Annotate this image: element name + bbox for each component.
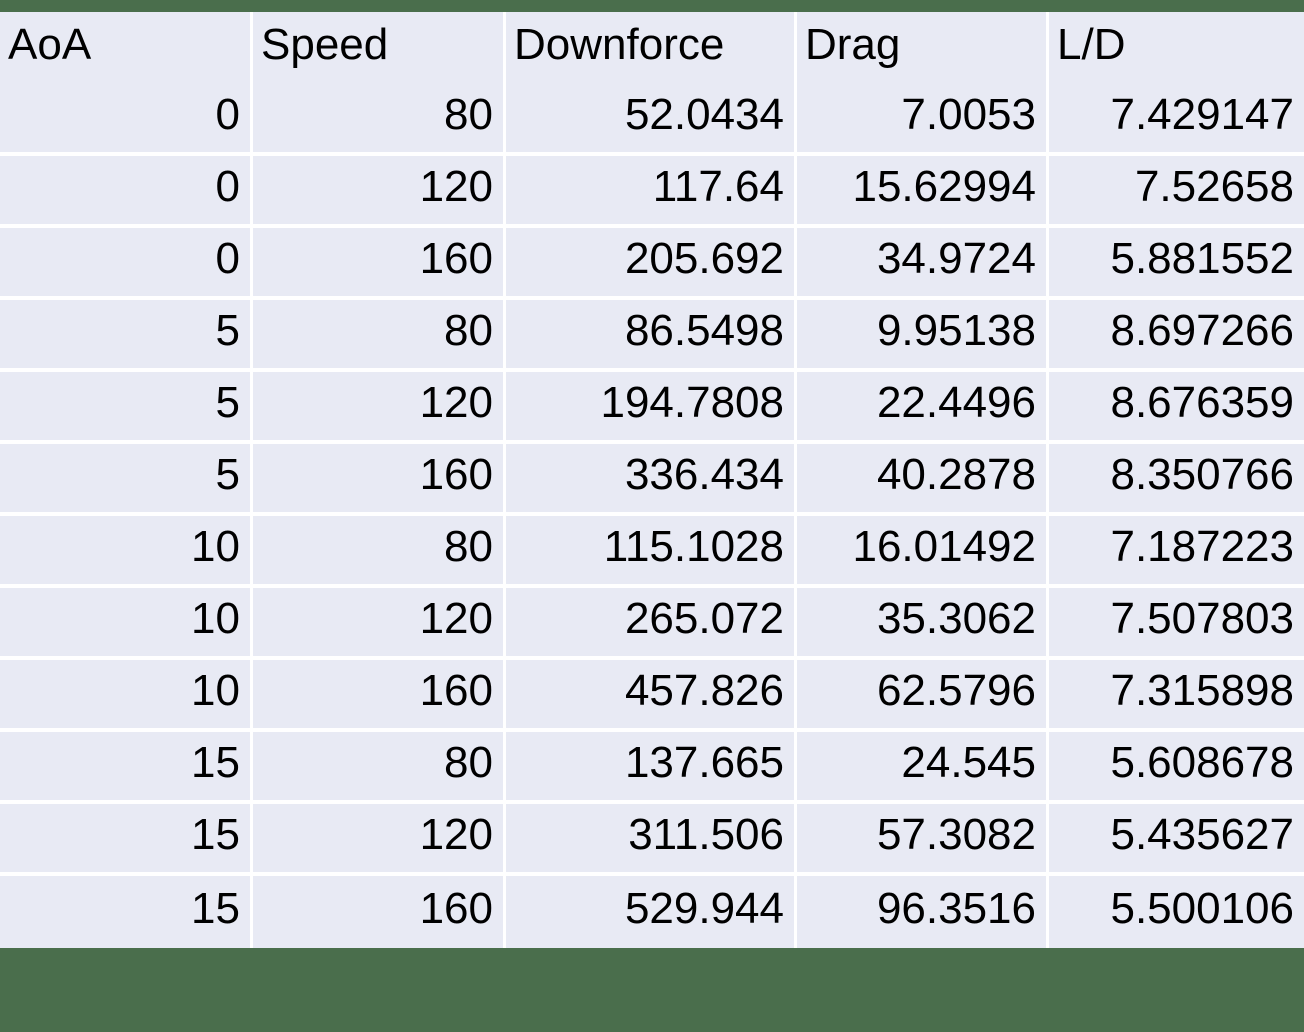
table-row: 0 160 205.692 34.9724 5.881552 <box>0 228 1304 300</box>
top-accent-band <box>0 0 1304 12</box>
cell-ld[interactable]: 7.52658 <box>1049 156 1304 228</box>
cell-speed[interactable]: 160 <box>253 228 506 300</box>
table-row: 0 80 52.0434 7.0053 7.429147 <box>0 84 1304 156</box>
cell-downforce[interactable]: 86.5498 <box>506 300 797 372</box>
cell-aoa[interactable]: 5 <box>0 444 253 516</box>
cell-downforce[interactable]: 265.072 <box>506 588 797 660</box>
cell-aoa[interactable]: 15 <box>0 732 253 804</box>
bottom-accent-band <box>0 996 1304 1032</box>
column-header-speed[interactable]: Speed <box>253 12 506 84</box>
cell-speed[interactable]: 160 <box>253 660 506 732</box>
cell-ld[interactable]: 5.881552 <box>1049 228 1304 300</box>
cell-speed[interactable]: 120 <box>253 372 506 444</box>
cell-ld[interactable]: 8.697266 <box>1049 300 1304 372</box>
cell-drag[interactable]: 24.545 <box>797 732 1049 804</box>
cell-drag[interactable]: 57.3082 <box>797 804 1049 876</box>
cell-ld[interactable]: 8.350766 <box>1049 444 1304 516</box>
cell-aoa[interactable]: 5 <box>0 300 253 372</box>
cell-ld[interactable]: 5.500106 <box>1049 876 1304 948</box>
column-header-drag[interactable]: Drag <box>797 12 1049 84</box>
cell-downforce[interactable]: 52.0434 <box>506 84 797 156</box>
cell-speed[interactable]: 80 <box>253 84 506 156</box>
cell-ld[interactable]: 7.315898 <box>1049 660 1304 732</box>
cell-ld[interactable]: 7.429147 <box>1049 84 1304 156</box>
cell-aoa[interactable]: 10 <box>0 588 253 660</box>
cell-drag[interactable]: 62.5796 <box>797 660 1049 732</box>
cell-aoa[interactable]: 10 <box>0 660 253 732</box>
table-row: 5 120 194.7808 22.4496 8.676359 <box>0 372 1304 444</box>
cell-ld[interactable]: 7.187223 <box>1049 516 1304 588</box>
cell-downforce[interactable]: 205.692 <box>506 228 797 300</box>
cell-speed[interactable]: 80 <box>253 300 506 372</box>
table-row: 10 160 457.826 62.5796 7.315898 <box>0 660 1304 732</box>
cell-speed[interactable]: 120 <box>253 588 506 660</box>
column-header-ld[interactable]: L/D <box>1049 12 1304 84</box>
cell-downforce[interactable]: 336.434 <box>506 444 797 516</box>
cell-downforce[interactable]: 115.1028 <box>506 516 797 588</box>
table-header: AoA Speed Downforce Drag L/D <box>0 12 1304 84</box>
cell-drag[interactable]: 9.95138 <box>797 300 1049 372</box>
cell-aoa[interactable]: 0 <box>0 84 253 156</box>
table-row: 5 80 86.5498 9.95138 8.697266 <box>0 300 1304 372</box>
table-body: 0 80 52.0434 7.0053 7.429147 0 120 117.64 15.629… <box>0 84 1304 948</box>
cell-aoa[interactable]: 0 <box>0 156 253 228</box>
cell-drag[interactable]: 15.62994 <box>797 156 1049 228</box>
aero-results-table: AoA Speed Downforce Drag L/D 0 80 52.0434 7… <box>0 12 1304 948</box>
cell-aoa[interactable]: 5 <box>0 372 253 444</box>
cell-drag[interactable]: 96.3516 <box>797 876 1049 948</box>
cell-downforce[interactable]: 311.506 <box>506 804 797 876</box>
cell-drag[interactable]: 40.2878 <box>797 444 1049 516</box>
table-row: 15 120 311.506 57.3082 5.435627 <box>0 804 1304 876</box>
cell-drag[interactable]: 7.0053 <box>797 84 1049 156</box>
table-row: 15 80 137.665 24.545 5.608678 <box>0 732 1304 804</box>
cell-speed[interactable]: 160 <box>253 876 506 948</box>
cell-downforce[interactable]: 137.665 <box>506 732 797 804</box>
cell-speed[interactable]: 120 <box>253 804 506 876</box>
table-container: AoA Speed Downforce Drag L/D 0 80 52.0434 7… <box>0 12 1304 996</box>
cell-ld[interactable]: 8.676359 <box>1049 372 1304 444</box>
cell-aoa[interactable]: 15 <box>0 804 253 876</box>
cell-speed[interactable]: 80 <box>253 732 506 804</box>
cell-downforce[interactable]: 529.944 <box>506 876 797 948</box>
cell-speed[interactable]: 120 <box>253 156 506 228</box>
cell-aoa[interactable]: 15 <box>0 876 253 948</box>
cell-ld[interactable]: 5.608678 <box>1049 732 1304 804</box>
cell-downforce[interactable]: 117.64 <box>506 156 797 228</box>
cell-aoa[interactable]: 10 <box>0 516 253 588</box>
cell-ld[interactable]: 7.507803 <box>1049 588 1304 660</box>
cell-speed[interactable]: 160 <box>253 444 506 516</box>
cell-speed[interactable]: 80 <box>253 516 506 588</box>
table-row: 10 80 115.1028 16.01492 7.187223 <box>0 516 1304 588</box>
table-row: 15 160 529.944 96.3516 5.500106 <box>0 876 1304 948</box>
cell-ld[interactable]: 5.435627 <box>1049 804 1304 876</box>
cell-drag[interactable]: 22.4496 <box>797 372 1049 444</box>
cell-drag[interactable]: 35.3062 <box>797 588 1049 660</box>
cell-drag[interactable]: 16.01492 <box>797 516 1049 588</box>
cell-downforce[interactable]: 194.7808 <box>506 372 797 444</box>
cell-downforce[interactable]: 457.826 <box>506 660 797 732</box>
table-header-row: AoA Speed Downforce Drag L/D <box>0 12 1304 84</box>
table-row: 5 160 336.434 40.2878 8.350766 <box>0 444 1304 516</box>
table-row: 0 120 117.64 15.62994 7.52658 <box>0 156 1304 228</box>
column-header-downforce[interactable]: Downforce <box>506 12 797 84</box>
table-row: 10 120 265.072 35.3062 7.507803 <box>0 588 1304 660</box>
column-header-aoa[interactable]: AoA <box>0 12 253 84</box>
cell-aoa[interactable]: 0 <box>0 228 253 300</box>
cell-drag[interactable]: 34.9724 <box>797 228 1049 300</box>
